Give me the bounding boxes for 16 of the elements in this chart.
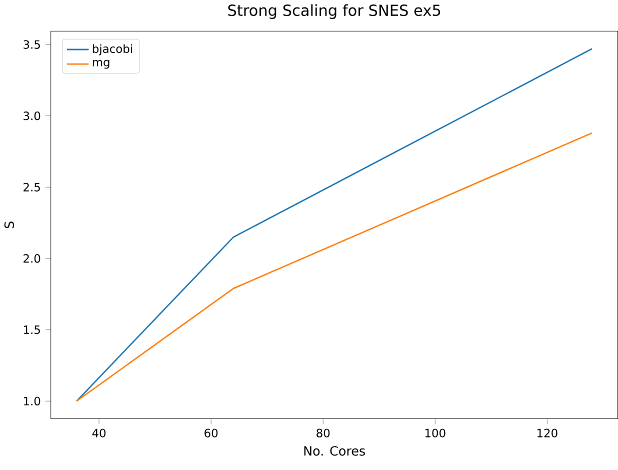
legend-label: mg (92, 60, 110, 69)
x-tick-label: 40 (92, 428, 106, 438)
x-tick-label: 80 (316, 428, 330, 438)
y-tick-label: 2.0 (24, 254, 40, 263)
x-tick-label: 120 (538, 428, 558, 438)
x-tick-label: 100 (425, 428, 446, 438)
chart-title: Strong Scaling for SNES ex5 (228, 4, 440, 20)
legend-label: bjacobi (92, 44, 132, 56)
y-tick-label: 3.5 (24, 40, 40, 50)
y-tick-label: 1.0 (24, 396, 40, 406)
x-tick-label: 60 (204, 428, 218, 438)
y-tick-label: 1.5 (24, 326, 40, 334)
y-tick-label: 2.5 (24, 183, 40, 192)
y-tick-label: 3.0 (24, 112, 40, 120)
x-axis-title: No. Cores (304, 446, 365, 456)
y-axis-title: S (4, 222, 14, 228)
